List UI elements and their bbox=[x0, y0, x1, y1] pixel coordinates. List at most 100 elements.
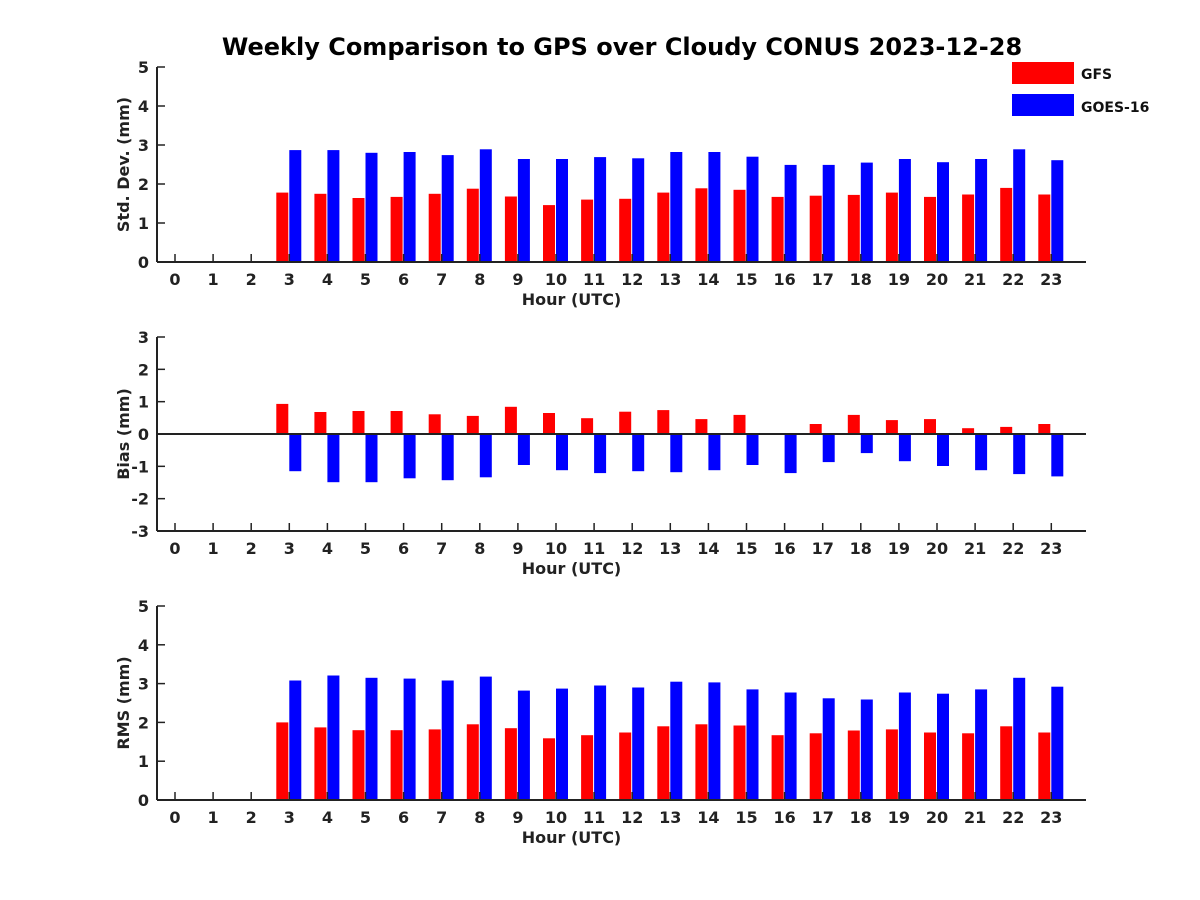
bar-goes-16-hour-14 bbox=[708, 152, 721, 262]
bar-goes-16-hour-7 bbox=[441, 155, 454, 262]
bar-gfs-hour-22 bbox=[1000, 726, 1013, 800]
bar-goes-16-hour-17 bbox=[822, 434, 835, 463]
y-tick-label: 3 bbox=[138, 675, 149, 694]
bar-gfs-hour-13 bbox=[657, 192, 670, 262]
x-tick-label: 11 bbox=[583, 808, 605, 827]
bar-goes-16-hour-19 bbox=[898, 692, 911, 800]
bar-goes-16-hour-23 bbox=[1051, 160, 1064, 262]
bar-gfs-hour-13 bbox=[657, 410, 670, 434]
bar-gfs-hour-14 bbox=[695, 188, 708, 262]
bar-gfs-hour-3 bbox=[276, 722, 289, 800]
x-tick-label: 14 bbox=[697, 270, 719, 289]
bar-goes-16-hour-6 bbox=[403, 434, 416, 479]
bar-gfs-hour-5 bbox=[352, 730, 365, 800]
bar-goes-16-hour-21 bbox=[975, 159, 988, 262]
x-tick-label: 21 bbox=[964, 270, 986, 289]
bar-goes-16-hour-18 bbox=[860, 434, 873, 454]
y-tick-label: 1 bbox=[138, 214, 149, 233]
x-tick-label: 12 bbox=[621, 539, 643, 558]
x-tick-label: 16 bbox=[773, 539, 795, 558]
y-tick-label: 2 bbox=[138, 360, 149, 379]
x-tick-label: 4 bbox=[322, 539, 333, 558]
x-tick-label: 8 bbox=[474, 539, 485, 558]
x-tick-label: 8 bbox=[474, 270, 485, 289]
bar-goes-16-hour-5 bbox=[365, 677, 378, 800]
x-tick-label: 16 bbox=[773, 808, 795, 827]
bar-goes-16-hour-15 bbox=[746, 689, 759, 800]
x-tick-label: 17 bbox=[812, 808, 834, 827]
x-tick-label: 19 bbox=[888, 539, 910, 558]
bar-gfs-hour-11 bbox=[581, 418, 594, 434]
bar-gfs-hour-16 bbox=[771, 196, 784, 262]
bar-goes-16-hour-8 bbox=[479, 149, 492, 262]
bar-gfs-hour-17 bbox=[809, 424, 822, 434]
x-axis-label: Hour (UTC) bbox=[522, 559, 622, 578]
bar-goes-16-hour-5 bbox=[365, 434, 378, 483]
bar-goes-16-hour-9 bbox=[517, 159, 530, 262]
x-tick-label: 3 bbox=[284, 539, 295, 558]
x-tick-label: 15 bbox=[735, 808, 757, 827]
x-tick-label: 15 bbox=[735, 270, 757, 289]
y-tick-label: 4 bbox=[138, 97, 149, 116]
bar-gfs-hour-6 bbox=[390, 196, 403, 262]
x-tick-label: 16 bbox=[773, 270, 795, 289]
y-tick-label: 3 bbox=[138, 136, 149, 155]
x-tick-label: 2 bbox=[246, 270, 257, 289]
x-tick-label: 22 bbox=[1002, 270, 1024, 289]
bar-goes-16-hour-10 bbox=[556, 688, 568, 800]
x-tick-label: 0 bbox=[169, 808, 180, 827]
legend-label-goes16: GOES-16 bbox=[1081, 100, 1149, 116]
y-tick-label: 3 bbox=[138, 328, 149, 347]
bar-goes-16-hour-7 bbox=[441, 434, 454, 481]
bar-gfs-hour-7 bbox=[428, 414, 441, 434]
x-tick-label: 2 bbox=[246, 539, 257, 558]
bar-goes-16-hour-22 bbox=[1013, 434, 1026, 475]
bar-goes-16-hour-7 bbox=[441, 680, 454, 800]
bar-goes-16-hour-20 bbox=[937, 434, 949, 466]
bar-gfs-hour-3 bbox=[276, 403, 289, 434]
bar-goes-16-hour-13 bbox=[670, 152, 683, 262]
y-tick-label: 0 bbox=[138, 425, 149, 444]
y-tick-label: 2 bbox=[138, 175, 149, 194]
bar-goes-16-hour-6 bbox=[403, 152, 416, 262]
bar-goes-16-hour-16 bbox=[784, 164, 797, 262]
x-tick-label: 6 bbox=[398, 539, 409, 558]
x-tick-label: 11 bbox=[583, 539, 605, 558]
bar-goes-16-hour-4 bbox=[327, 434, 340, 483]
x-tick-label: 11 bbox=[583, 270, 605, 289]
bar-goes-16-hour-11 bbox=[594, 685, 607, 800]
bar-goes-16-hour-16 bbox=[784, 434, 797, 474]
bar-goes-16-hour-16 bbox=[784, 692, 797, 800]
bar-gfs-hour-5 bbox=[352, 198, 365, 262]
bar-goes-16-hour-14 bbox=[708, 682, 721, 800]
bar-gfs-hour-22 bbox=[1000, 187, 1013, 262]
bar-goes-16-hour-23 bbox=[1051, 434, 1064, 477]
bar-goes-16-hour-13 bbox=[670, 681, 683, 800]
bar-gfs-hour-5 bbox=[352, 411, 365, 434]
y-tick-label: 2 bbox=[138, 713, 149, 732]
bar-gfs-hour-19 bbox=[885, 729, 898, 800]
x-tick-label: 1 bbox=[208, 539, 219, 558]
bar-gfs-hour-20 bbox=[924, 196, 936, 262]
bar-goes-16-hour-18 bbox=[860, 162, 873, 262]
bar-goes-16-hour-4 bbox=[327, 675, 340, 800]
bar-gfs-hour-6 bbox=[390, 411, 403, 434]
bar-gfs-hour-11 bbox=[581, 199, 594, 262]
bar-gfs-hour-6 bbox=[390, 730, 403, 800]
x-tick-label: 20 bbox=[926, 270, 948, 289]
bar-goes-16-hour-10 bbox=[556, 159, 568, 262]
bar-gfs-hour-10 bbox=[543, 413, 555, 434]
bar-gfs-hour-18 bbox=[847, 730, 860, 800]
bar-goes-16-hour-8 bbox=[479, 434, 492, 478]
x-tick-label: 10 bbox=[545, 808, 567, 827]
bar-gfs-hour-8 bbox=[466, 188, 479, 262]
y-tick-label: -2 bbox=[131, 490, 149, 509]
bar-gfs-hour-8 bbox=[466, 415, 479, 434]
y-tick-label: -1 bbox=[131, 457, 149, 476]
y-tick-label: 0 bbox=[138, 253, 149, 272]
bar-gfs-hour-14 bbox=[695, 419, 708, 434]
bar-goes-16-hour-5 bbox=[365, 152, 378, 262]
bar-gfs-hour-12 bbox=[619, 411, 632, 434]
bar-gfs-hour-20 bbox=[924, 732, 936, 800]
